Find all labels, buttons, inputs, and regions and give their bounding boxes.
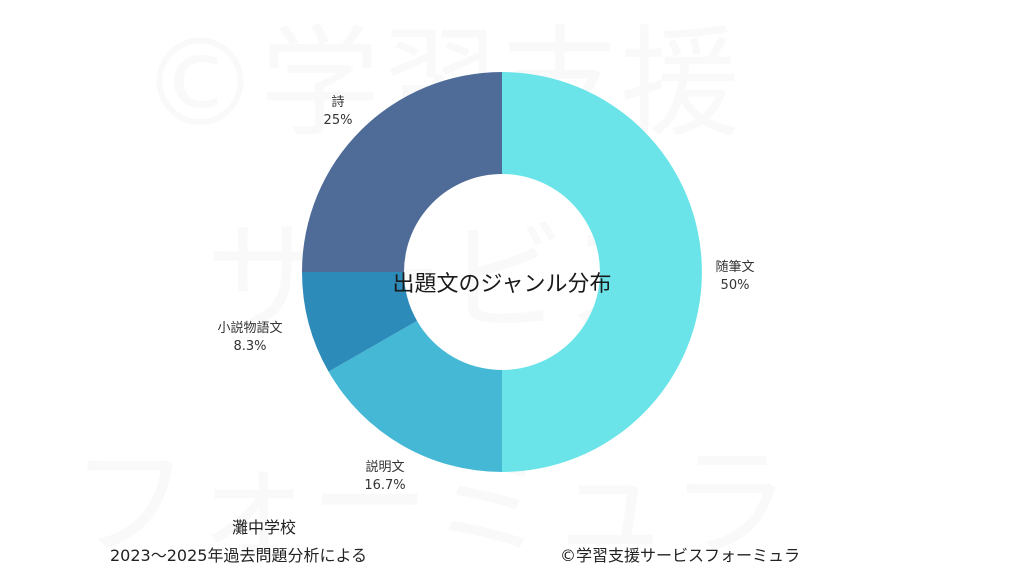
footer-source: 2023〜2025年過去問題分析による [110,546,367,565]
slice-percent-2: 16.7% [364,478,405,493]
slice-3 [302,272,418,372]
slice-percent-3: 8.3% [233,339,266,354]
slice-4 [302,72,502,272]
slice-2 [328,320,502,472]
slice-percent-4: 25% [324,113,353,128]
slice-label-1: 随筆文 [715,260,754,275]
slice-labels: 随筆文 50% 説明文 16.7% 小説物語文 8.3% 詩 25% [217,95,754,493]
donut-slices [302,72,702,472]
footer-school: 灘中学校 [232,518,297,537]
slice-1 [502,72,702,472]
slice-label-3: 小説物語文 [217,320,282,336]
footer-credit: ©学習支援サービスフォーミュラ [560,546,801,565]
chart-title: 出題文のジャンル分布 [393,272,612,297]
slice-percent-1: 50% [721,278,750,293]
slice-label-2: 説明文 [365,459,404,475]
slice-label-4: 詩 [331,95,344,110]
